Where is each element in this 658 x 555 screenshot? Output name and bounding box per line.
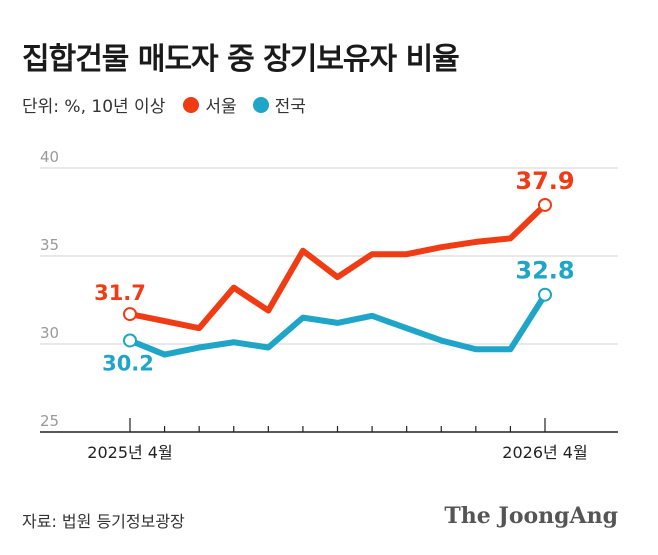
y-tick-label-40: 40 (40, 148, 59, 166)
legend: 단위: %, 10년 이상 서울 전국 (22, 92, 322, 117)
legend-item-seoul: 서울 (183, 92, 237, 117)
series-1-point-12 (538, 287, 552, 302)
series-line-1 (127, 291, 548, 358)
legend-dot-national-icon (252, 96, 269, 113)
y-tick-label-30: 30 (40, 324, 59, 342)
series-line-0 (127, 201, 548, 332)
legend-item-national: 전국 (252, 92, 306, 117)
y-tick-label-25: 25 (40, 412, 59, 430)
source-note: 자료: 법원 등기정보광장 (22, 512, 185, 531)
data-label-series-1-12: 32.8 (515, 257, 574, 285)
series-0-point-0 (123, 307, 137, 322)
legend-label-national: 전국 (274, 97, 306, 117)
data-label-series-1-0: 30.2 (102, 351, 154, 375)
legend-label-seoul: 서울 (205, 97, 237, 117)
data-label-series-0-0: 31.7 (94, 281, 146, 305)
series-0-point-12 (538, 197, 552, 212)
chart-title: 집합건물 매도자 중 장기보유자 비율 (22, 42, 460, 77)
x-tick-label-2026-04: 2026년 4월 (502, 443, 587, 462)
y-tick-label-35: 35 (40, 236, 59, 254)
legend-dot-seoul-icon (183, 96, 200, 113)
series-1-point-0 (123, 333, 137, 348)
unit-label: 단위: %, 10년 이상 (22, 97, 166, 117)
x-tick-label-2025-04: 2025년 4월 (87, 443, 172, 462)
brand-logo: The JoongAng (444, 503, 618, 529)
data-label-series-0-12: 37.9 (515, 167, 574, 195)
